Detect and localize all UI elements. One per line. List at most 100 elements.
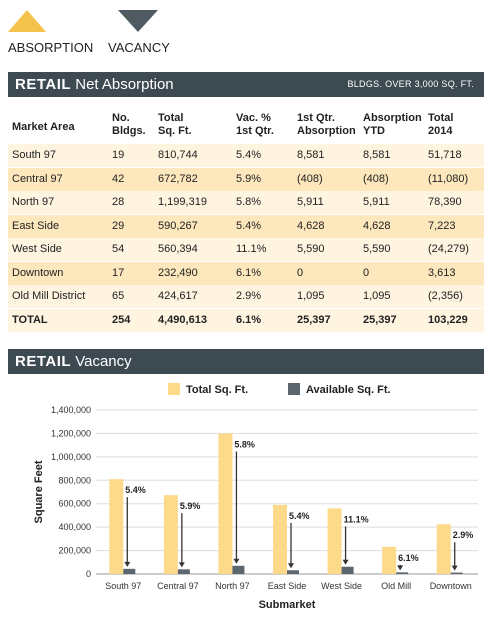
annotation: 11.1% <box>344 514 369 524</box>
vacancy-header: RETAIL Vacancy <box>8 349 484 374</box>
table-cell: 0 <box>297 266 304 279</box>
table-cell: 4,628 <box>363 219 391 232</box>
header-note: BLDGS. OVER 3,000 SQ. FT. <box>347 79 474 89</box>
total-cell: 6.1% <box>236 313 262 326</box>
vacancy-icon <box>118 10 158 32</box>
table-cell: 4,628 <box>297 219 325 232</box>
chart: 0 200,000 400,000 600,000 800,000 1,000,000 1,… <box>33 383 478 611</box>
table-cell: Central 97 <box>12 172 63 185</box>
table-cell: 810,744 <box>158 149 198 161</box>
column-header: 1st Qtr. <box>236 125 274 137</box>
bar <box>109 479 124 574</box>
annotation: 5.4% <box>289 511 310 521</box>
table-cell: 5.8% <box>236 196 262 208</box>
column-header: Absorption <box>363 112 422 124</box>
table-cell: 2.9% <box>236 290 262 302</box>
table-cell: 3,613 <box>428 266 456 279</box>
table-cell: 5,590 <box>363 243 391 255</box>
table-cell: (408) <box>297 172 323 185</box>
total-cell: 25,397 <box>363 313 397 326</box>
y-tick-label: 1,000,000 <box>51 452 91 462</box>
legend-vacancy: VACANCY <box>108 40 170 55</box>
bar <box>327 508 342 574</box>
absorption-icon <box>8 10 46 32</box>
bar <box>218 433 233 574</box>
table-cell: 232,490 <box>158 266 198 279</box>
header-title: Vacancy <box>75 353 132 370</box>
table-cell: 6.1% <box>236 266 262 279</box>
table-cell: South 97 <box>12 149 57 161</box>
total-cell: 254 <box>112 313 131 326</box>
bar <box>123 568 136 574</box>
table-cell: 1,199,319 <box>158 196 207 208</box>
annotation: 6.1% <box>398 553 419 563</box>
table-cell: 5,911 <box>363 196 390 208</box>
table-cell: 51,718 <box>428 149 462 161</box>
table-cell: 5,911 <box>297 196 324 208</box>
legend-label: Total Sq. Ft. <box>186 384 248 396</box>
arrow-head <box>124 561 131 567</box>
table-cell: Old Mill District <box>12 290 86 302</box>
table-cell: 5.4% <box>236 149 262 161</box>
column-header: Bldgs. <box>112 125 146 137</box>
table-cell: 7,223 <box>428 219 456 232</box>
y-tick-label: 1,200,000 <box>51 428 91 438</box>
table-cell: 42 <box>112 172 125 185</box>
header-bold: RETAIL <box>15 76 72 93</box>
x-tick-label: Downtown <box>430 581 472 591</box>
annotation: 5.4% <box>125 485 146 495</box>
column-header: Total <box>428 112 454 124</box>
bar <box>436 524 451 574</box>
table-cell: 560,394 <box>158 243 198 255</box>
column-header: YTD <box>363 125 385 137</box>
bar <box>450 572 463 574</box>
table-cell: (11,080) <box>428 172 469 185</box>
table-cell: 672,782 <box>158 172 198 185</box>
table-cell: (24,279) <box>428 243 469 255</box>
legend-icons <box>8 10 158 32</box>
table-cell: West Side <box>12 243 62 255</box>
annotation: 2.9% <box>453 530 474 540</box>
table-cell: 590,267 <box>158 219 198 232</box>
table-cell: 54 <box>112 243 125 255</box>
column-header: 2014 <box>428 125 453 137</box>
table-cell: 5.9% <box>236 172 262 185</box>
annotation: 5.9% <box>180 501 201 511</box>
table-row <box>8 238 484 261</box>
table-cell: 0 <box>363 266 370 279</box>
total-cell: 103,229 <box>428 313 468 326</box>
absorption-header: RETAIL Net Absorption BLDGS. OVER 3,000 … <box>8 72 484 97</box>
table-row <box>8 261 484 285</box>
column-header: Total <box>158 112 184 124</box>
arrow-head <box>397 565 404 571</box>
table-row <box>8 214 484 238</box>
table-row <box>8 144 484 167</box>
y-tick-label: 600,000 <box>58 499 91 509</box>
table-cell: 17 <box>112 266 125 279</box>
table-row <box>8 285 484 308</box>
column-header: No. <box>112 112 130 124</box>
column-header: Sq. Ft. <box>158 125 192 137</box>
y-tick-label: 800,000 <box>58 475 91 485</box>
arrow-head <box>451 565 458 571</box>
legend-swatch <box>168 383 180 395</box>
y-tick-label: 0 <box>86 569 91 579</box>
bar <box>287 570 299 574</box>
table-cell: 78,390 <box>428 196 462 208</box>
table-cell: 5,590 <box>297 243 325 255</box>
header-title: Net Absorption <box>75 76 174 93</box>
total-cell: 25,397 <box>297 313 331 326</box>
table-cell: (2,356) <box>428 290 463 302</box>
y-tick-label: 1,400,000 <box>51 405 91 415</box>
x-tick-label: West Side <box>321 581 362 591</box>
table-cell: North 97 <box>12 196 55 208</box>
table-cell: 8,581 <box>297 149 325 161</box>
table-cell: 1,095 <box>363 290 391 302</box>
arrow-head <box>288 563 294 569</box>
table-cell: (408) <box>363 172 389 185</box>
table-cell: 1,095 <box>297 290 325 302</box>
column-header: 1st Qtr. <box>297 112 335 124</box>
table-cell: 11.1% <box>236 243 267 255</box>
total-cell: 4,490,613 <box>158 313 207 326</box>
bar <box>232 565 245 574</box>
